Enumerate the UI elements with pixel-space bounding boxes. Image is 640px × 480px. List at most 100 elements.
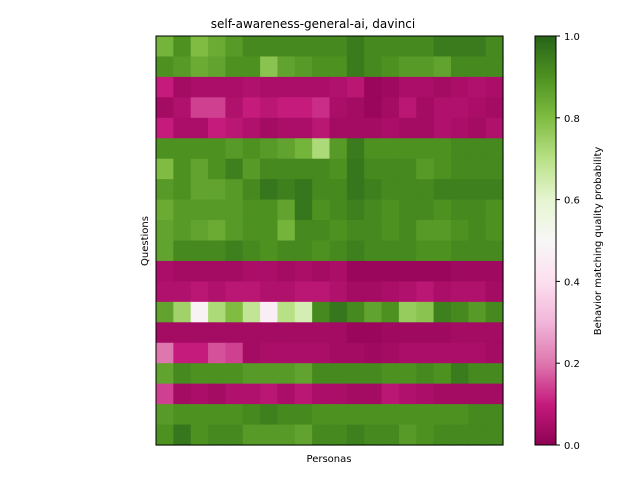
- heatmap-cell: [173, 36, 192, 58]
- heatmap-cell: [260, 281, 279, 303]
- heatmap-cell: [381, 281, 400, 303]
- heatmap-cell: [364, 179, 383, 201]
- heatmap-cell: [277, 199, 296, 221]
- heatmap-cell: [433, 342, 452, 364]
- heatmap-cell: [225, 97, 244, 119]
- heatmap-cell: [364, 363, 383, 385]
- heatmap-cell: [346, 240, 365, 262]
- heatmap-cell: [312, 322, 331, 344]
- heatmap-cell: [416, 322, 435, 344]
- heatmap-cell: [225, 220, 244, 242]
- heatmap-cell: [485, 199, 504, 221]
- heatmap-cell: [260, 322, 279, 344]
- heatmap-cell: [312, 36, 331, 58]
- heatmap-cell: [433, 138, 452, 160]
- colorbar-tick-label: 1.0: [564, 32, 580, 43]
- heatmap-cell: [381, 158, 400, 180]
- heatmap-cell: [485, 76, 504, 98]
- heatmap-cell: [364, 240, 383, 262]
- heatmap-cell: [190, 117, 209, 139]
- heatmap-cell: [450, 97, 469, 119]
- heatmap-cell: [329, 56, 348, 78]
- heatmap-cell: [294, 281, 313, 303]
- heatmap-cell: [364, 281, 383, 303]
- heatmap-cell: [329, 158, 348, 180]
- heatmap-cell: [416, 179, 435, 201]
- heatmap-cell: [364, 36, 383, 58]
- heatmap-cell: [450, 260, 469, 282]
- heatmap-cell: [433, 76, 452, 98]
- heatmap-cell: [294, 117, 313, 139]
- heatmap-cell: [364, 138, 383, 160]
- heatmap-cell: [173, 56, 192, 78]
- heatmap-cell: [381, 404, 400, 426]
- heatmap-cell: [225, 260, 244, 282]
- heatmap-cell: [225, 404, 244, 426]
- heatmap-cell: [329, 199, 348, 221]
- heatmap-cell: [294, 240, 313, 262]
- heatmap-cell: [416, 220, 435, 242]
- heatmap-cell: [277, 240, 296, 262]
- heatmap-cell: [277, 281, 296, 303]
- heatmap-cell: [173, 404, 192, 426]
- heatmap-cell: [329, 220, 348, 242]
- heatmap-cell: [208, 301, 226, 323]
- heatmap-cell: [225, 36, 244, 58]
- heatmap-cell: [468, 260, 487, 282]
- heatmap-cell: [294, 363, 313, 385]
- heatmap-cell: [312, 76, 331, 98]
- heatmap-cell: [416, 97, 435, 119]
- heatmap-cell: [346, 179, 365, 201]
- heatmap-cell: [346, 260, 365, 282]
- heatmap-cell: [294, 36, 313, 58]
- heatmap-cell: [208, 76, 226, 98]
- heatmap-cell: [260, 76, 279, 98]
- heatmap-cell: [398, 158, 417, 180]
- heatmap-cell: [190, 158, 209, 180]
- heatmap-cell: [416, 383, 435, 405]
- heatmap-cell: [190, 76, 209, 98]
- heatmap-cell: [294, 179, 313, 201]
- heatmap-cell: [190, 322, 209, 344]
- heatmap-cell: [485, 424, 504, 446]
- heatmap-cell: [329, 322, 348, 344]
- heatmap-cell: [381, 56, 400, 78]
- heatmap-cell: [312, 281, 331, 303]
- heatmap-cell: [312, 342, 331, 364]
- heatmap-cell: [156, 97, 174, 119]
- heatmap-cell: [190, 424, 209, 446]
- heatmap-cell: [450, 36, 469, 58]
- heatmap-cell: [312, 404, 331, 426]
- heatmap-cell: [381, 199, 400, 221]
- heatmap-cell: [156, 404, 174, 426]
- heatmap-cell: [242, 363, 261, 385]
- heatmap-cell: [225, 138, 244, 160]
- heatmap-cell: [312, 260, 331, 282]
- heatmap-cell: [433, 199, 452, 221]
- heatmap-cell: [312, 383, 331, 405]
- heatmap-cell: [208, 179, 226, 201]
- heatmap-cell: [433, 36, 452, 58]
- heatmap-cell: [329, 301, 348, 323]
- heatmap-cell: [277, 138, 296, 160]
- heatmap-cell: [294, 199, 313, 221]
- colorbar-tick-label: 0.6: [564, 196, 580, 207]
- heatmap-cell: [190, 199, 209, 221]
- heatmap-cell: [156, 260, 174, 282]
- heatmap-cell: [277, 260, 296, 282]
- heatmap-cell: [173, 281, 192, 303]
- heatmap-cell: [485, 117, 504, 139]
- heatmap-cell: [242, 117, 261, 139]
- heatmap-cell: [416, 36, 435, 58]
- heatmap-cell: [398, 56, 417, 78]
- heatmap-cell: [208, 36, 226, 58]
- heatmap-cell: [433, 383, 452, 405]
- heatmap-cell: [277, 117, 296, 139]
- heatmap-cell: [485, 97, 504, 119]
- heatmap-cell: [416, 260, 435, 282]
- heatmap-cell: [242, 97, 261, 119]
- heatmap-cell: [173, 342, 192, 364]
- heatmap-cell: [450, 199, 469, 221]
- heatmap-cell: [312, 240, 331, 262]
